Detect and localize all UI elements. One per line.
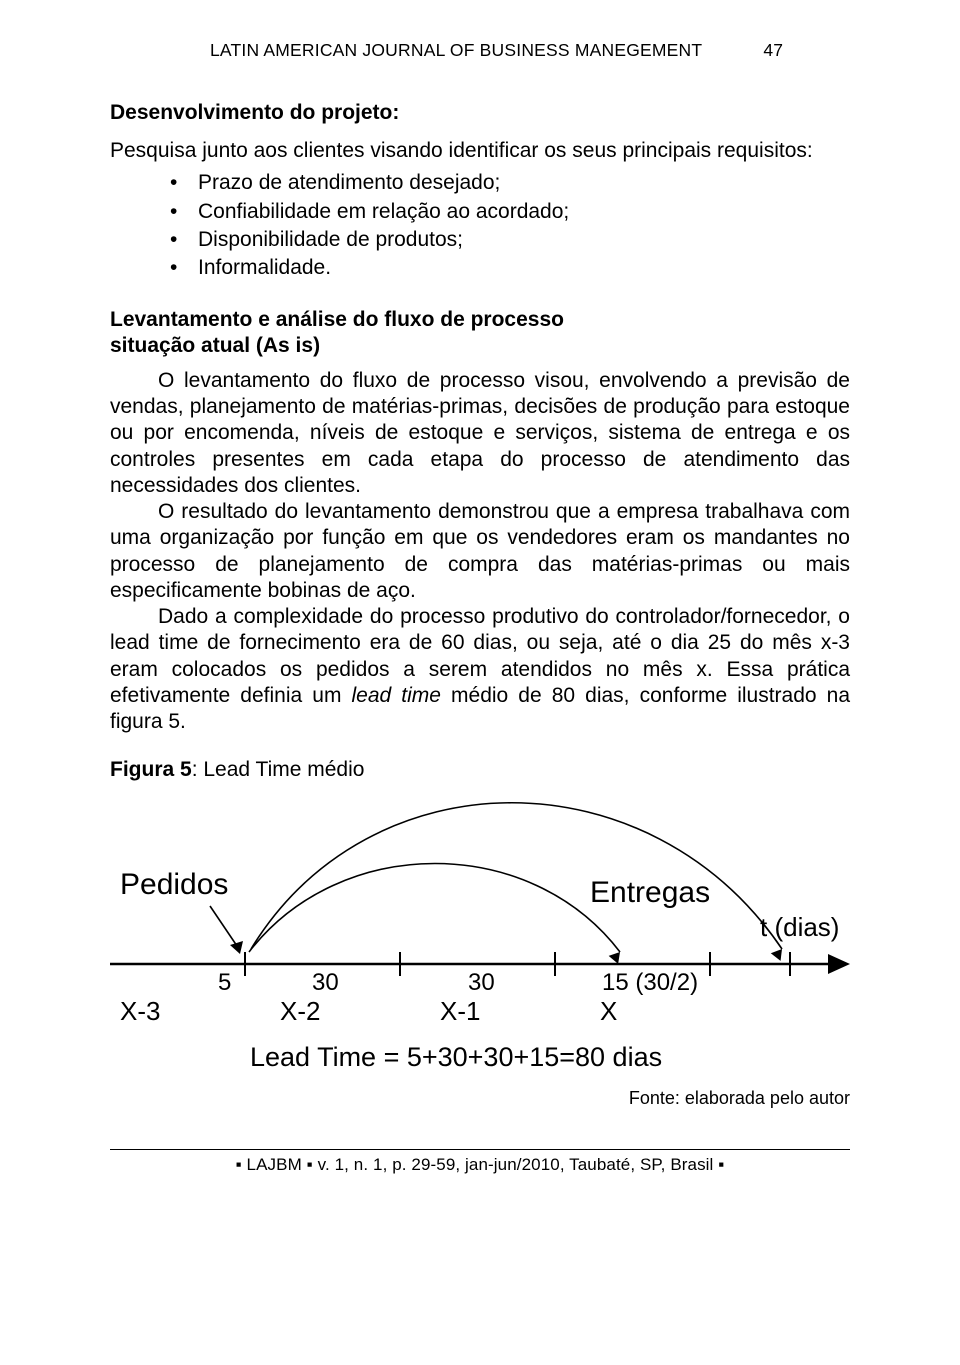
- svg-text:Entregas: Entregas: [590, 876, 710, 909]
- list-item: Prazo de atendimento desejado;: [170, 170, 850, 196]
- paragraph: Dado a complexidade do processo produtiv…: [110, 604, 850, 735]
- svg-text:15 (30/2): 15 (30/2): [602, 969, 698, 996]
- section-title-desenvolvimento: Desenvolvimento do projeto:: [110, 100, 850, 126]
- section-intro: Pesquisa junto aos clientes visando iden…: [110, 138, 850, 164]
- figure-caption: Figura 5: Lead Time médio: [110, 757, 850, 783]
- heading-line-1: Levantamento e análise do fluxo de proce…: [110, 308, 564, 331]
- list-item: Informalidade.: [170, 255, 850, 281]
- figure-lead-time: 5 30 30 15 (30/2) X-3 X-2 X-1 X Pedidos Entregas t…: [110, 794, 850, 1081]
- requirements-list: Prazo de atendimento desejado; Confiabil…: [170, 170, 850, 281]
- figure-source: Fonte: elaborada pelo autor: [110, 1087, 850, 1110]
- svg-text:Lead Time = 5+30+30+15=80 dias: Lead Time = 5+30+30+15=80 dias: [250, 1042, 662, 1072]
- svg-text:X: X: [600, 996, 617, 1026]
- svg-text:X-3: X-3: [120, 996, 160, 1026]
- svg-text:5: 5: [218, 969, 231, 996]
- lead-time-diagram-svg: 5 30 30 15 (30/2) X-3 X-2 X-1 X Pedidos Entregas t…: [110, 794, 850, 1074]
- section-title-levantamento: Levantamento e análise do fluxo de proce…: [110, 307, 850, 357]
- footer-citation: ▪ LAJBM ▪ v. 1, n. 1, p. 29-59, jan-jun/…: [110, 1154, 850, 1175]
- footer-rule: [110, 1149, 850, 1150]
- page: LATIN AMERICAN JOURNAL OF BUSINESS MANEG…: [0, 0, 960, 1365]
- italic-term: lead time: [352, 684, 441, 707]
- figure-caption-text: : Lead Time médio: [192, 758, 365, 781]
- page-number: 47: [763, 40, 783, 62]
- figure-label: Figura 5: [110, 758, 192, 781]
- svg-text:30: 30: [312, 969, 339, 996]
- svg-text:30: 30: [468, 969, 495, 996]
- paragraph: O resultado do levantamento demonstrou q…: [110, 499, 850, 604]
- paragraph: O levantamento do fluxo de processo viso…: [110, 368, 850, 499]
- svg-text:t (dias): t (dias): [760, 912, 839, 942]
- heading-line-2: situação atual (As is): [110, 334, 320, 357]
- svg-text:X-2: X-2: [280, 996, 320, 1026]
- list-item: Confiabilidade em relação ao acordado;: [170, 199, 850, 225]
- svg-text:X-1: X-1: [440, 996, 480, 1026]
- running-head: LATIN AMERICAN JOURNAL OF BUSINESS MANEG…: [110, 40, 850, 66]
- journal-title: LATIN AMERICAN JOURNAL OF BUSINESS MANEG…: [210, 40, 702, 62]
- list-item: Disponibilidade de produtos;: [170, 227, 850, 253]
- body-text: O levantamento do fluxo de processo viso…: [110, 368, 850, 736]
- svg-text:Pedidos: Pedidos: [120, 868, 228, 901]
